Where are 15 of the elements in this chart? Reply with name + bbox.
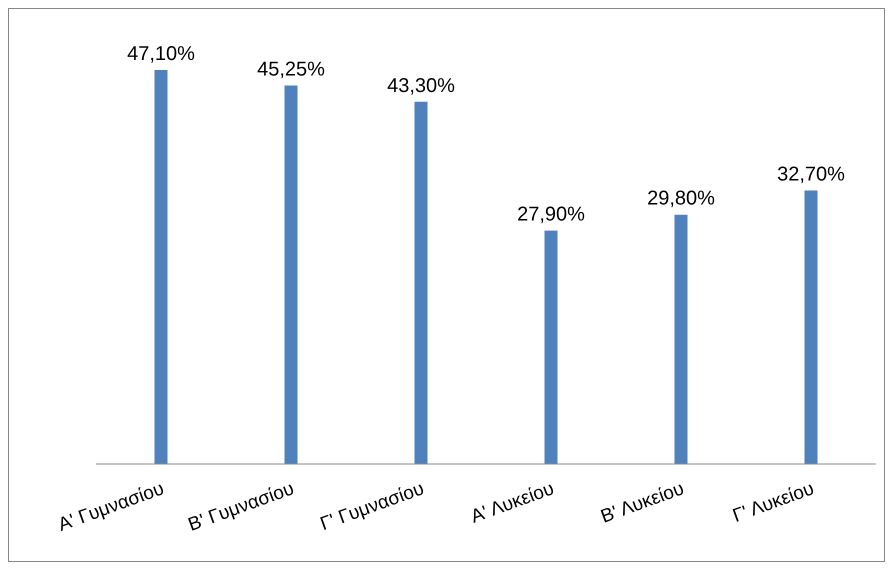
data-label: 43,30% [387,74,456,97]
bar [414,102,428,464]
bar [804,190,818,464]
data-label: 32,70% [777,163,846,186]
data-label: 27,90% [517,204,586,226]
x-tick-label: Β' Λυκείου [598,478,687,528]
x-tick-label: Α' Λυκείου [468,478,557,528]
bar [284,85,298,464]
x-tick-label: Γ' Λυκείου [730,478,817,527]
bar [674,214,688,464]
data-label: 29,80% [647,188,716,210]
bar [154,70,168,464]
data-label: 47,10% [127,43,196,65]
bar [544,230,558,464]
data-label: 45,25% [257,58,326,80]
